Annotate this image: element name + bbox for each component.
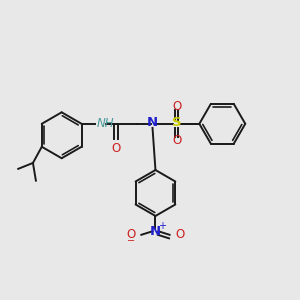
Text: O: O: [175, 228, 184, 241]
Text: N: N: [147, 116, 158, 129]
Text: NH: NH: [97, 117, 115, 130]
Text: S: S: [172, 116, 182, 129]
Text: O: O: [172, 134, 181, 147]
Text: O: O: [172, 100, 181, 113]
Text: N: N: [150, 225, 161, 238]
Text: −: −: [127, 236, 135, 246]
Text: O: O: [127, 228, 136, 241]
Text: O: O: [111, 142, 121, 155]
Text: +: +: [158, 221, 166, 231]
